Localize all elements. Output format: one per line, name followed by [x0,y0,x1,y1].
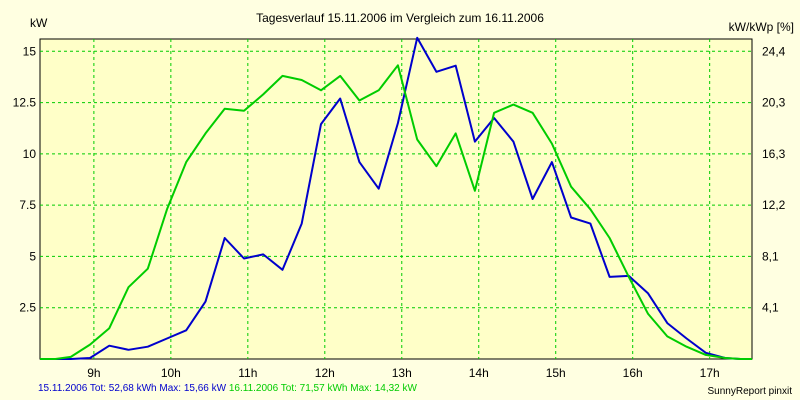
x-tick-label: 12h [315,366,335,380]
y2-tick-label: 4,1 [762,301,779,315]
chart-title: Tagesverlauf 15.11.2006 im Vergleich zum… [256,11,544,25]
y2-tick-label: 24,4 [762,44,786,58]
x-tick-label: 14h [469,366,489,380]
series-line-2 [40,64,752,360]
y2-tick-label: 12,2 [762,198,786,212]
y-axis-unit-left: kW [30,16,48,30]
brand-credit: SunnyReport pinxit [707,386,793,397]
x-tick-label: 10h [161,366,181,380]
y-tick-label: 15 [23,44,37,58]
axis-tick-labels: 9h 10h 11h 12h 13h 14h 15h 16h 17h 2.5 4,1 5 8,1 7.5 1… [13,44,786,380]
x-tick-label: 15h [546,366,566,380]
series2-summary: 16.11.2006 Tot: 71,57 kWh Max: 14,32 kW [228,383,417,394]
plot-area [39,38,753,360]
x-tick-label: 9h [87,366,100,380]
y-tick-label: 7.5 [19,198,36,212]
series1-summary: 15.11.2006 Tot: 52,68 kWh Max: 15,66 kW [38,383,227,394]
x-tick-label: 13h [392,366,412,380]
y2-tick-label: 20,3 [762,96,786,110]
x-tick-label: 16h [623,366,643,380]
y-tick-label: 10 [23,147,37,161]
y-axis-unit-right: kW/kWp [%] [728,20,794,34]
y2-tick-label: 8,1 [762,249,779,263]
y2-tick-label: 16,3 [762,147,786,161]
y-tick-label: 12.5 [13,96,37,110]
x-tick-label: 11h [238,366,257,380]
y-tick-label: 2.5 [19,301,36,315]
series-lines [40,36,752,360]
y-tick-label: 5 [29,249,36,263]
footer-summary: 15.11.2006 Tot: 52,68 kWh Max: 15,66 kW … [38,383,417,394]
grid-lines [40,39,752,359]
series-line-1 [40,36,752,360]
x-tick-label: 17h [700,366,720,380]
